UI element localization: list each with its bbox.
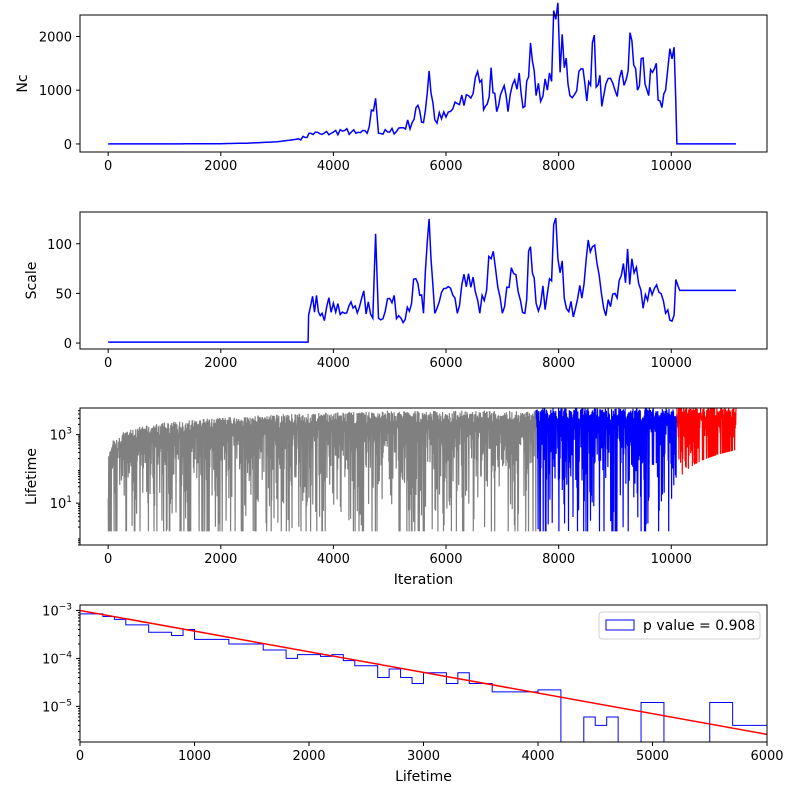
x-tick-label: 8000: [542, 552, 575, 567]
lifetime-panel: 0 2000 4000 6000 8000 10000 101 103 Lifetime It…: [24, 407, 768, 588]
nc-ticks: 0 2000 4000 6000 8000 10000 0 1000 2000: [39, 30, 692, 174]
y-tick-label: 0: [64, 337, 72, 352]
histogram-steps: [80, 613, 767, 742]
iteration-xlabel: Iteration: [394, 572, 453, 588]
x-tick-label: 8000: [542, 159, 575, 174]
y-tick-label: 0: [64, 138, 72, 153]
x-tick-label: 1000: [178, 749, 211, 764]
x-tick-label: 3000: [407, 749, 440, 764]
series-trace-1: [535, 408, 678, 532]
x-tick-label: 6000: [750, 749, 783, 764]
series-line-0: [108, 217, 736, 343]
histogram-plot-area: [80, 609, 767, 742]
scale-panel: 0 2000 4000 6000 8000 10000 0 50 100 Scale: [24, 211, 768, 371]
y-tick-label: 50: [55, 287, 72, 302]
lifetime-ylabel: Lifetime: [24, 448, 40, 505]
x-tick-label: 2000: [204, 356, 237, 371]
legend: p value = 0.908: [598, 611, 761, 640]
legend-swatch: [605, 619, 635, 631]
legend-box: [598, 611, 761, 640]
series-trace-0: [107, 410, 537, 532]
x-tick-label: 4000: [317, 356, 350, 371]
x-tick-label: 0: [104, 552, 112, 567]
y-tick-label: 10−5: [42, 698, 72, 715]
lifetime-xlabel: Lifetime: [395, 769, 452, 785]
series-trace-2: [676, 408, 737, 475]
x-tick-label: 6000: [429, 356, 462, 371]
x-tick-label: 2000: [204, 159, 237, 174]
x-tick-label: 8000: [542, 356, 575, 371]
x-tick-label: 0: [104, 356, 112, 371]
legend-label: p value = 0.908: [643, 618, 755, 634]
y-tick-label: 103: [50, 427, 72, 444]
lifetime-ticks: 0 2000 4000 6000 8000 10000 101 103: [50, 410, 692, 567]
y-tick-label: 1000: [39, 84, 72, 99]
nc-plot-area: [108, 2, 736, 145]
scale-axes-frame: [79, 211, 768, 350]
x-tick-label: 2000: [292, 749, 325, 764]
x-tick-label: 6000: [429, 159, 462, 174]
scale-ticks: 0 2000 4000 6000 8000 10000 0 50 100: [47, 238, 692, 371]
histogram-panel: 0 1000 2000 3000 4000 5000 6000 10−5 10−4 10−3 Li…: [42, 602, 783, 785]
y-tick-label: 101: [50, 495, 72, 512]
x-tick-label: 10000: [651, 159, 692, 174]
nc-panel: 0 2000 4000 6000 8000 10000 0 1000 2000 Nc: [15, 2, 768, 174]
x-tick-label: 0: [76, 749, 84, 764]
x-tick-label: 4000: [317, 552, 350, 567]
x-tick-label: 6000: [429, 552, 462, 567]
series-line-0: [108, 2, 736, 145]
y-tick-label: 100: [47, 238, 72, 253]
lifetime-plot-area: [107, 408, 737, 532]
y-tick-label: 2000: [39, 30, 72, 45]
x-tick-label: 10000: [651, 356, 692, 371]
scale-ylabel: Scale: [24, 262, 40, 300]
y-tick-label: 10−3: [42, 602, 72, 619]
nc-axes-frame: [79, 14, 768, 153]
y-tick-label: 10−4: [42, 650, 72, 667]
histogram-ticks: 0 1000 2000 3000 4000 5000 6000 10−5 10−4 10−3: [42, 602, 783, 764]
x-tick-label: 4000: [521, 749, 554, 764]
x-tick-label: 5000: [636, 749, 669, 764]
x-tick-label: 0: [104, 159, 112, 174]
nc-ylabel: Nc: [15, 74, 31, 92]
fit-line: [80, 609, 767, 736]
x-tick-label: 4000: [317, 159, 350, 174]
x-tick-label: 2000: [204, 552, 237, 567]
x-tick-label: 10000: [651, 552, 692, 567]
scale-plot-area: [108, 217, 736, 343]
